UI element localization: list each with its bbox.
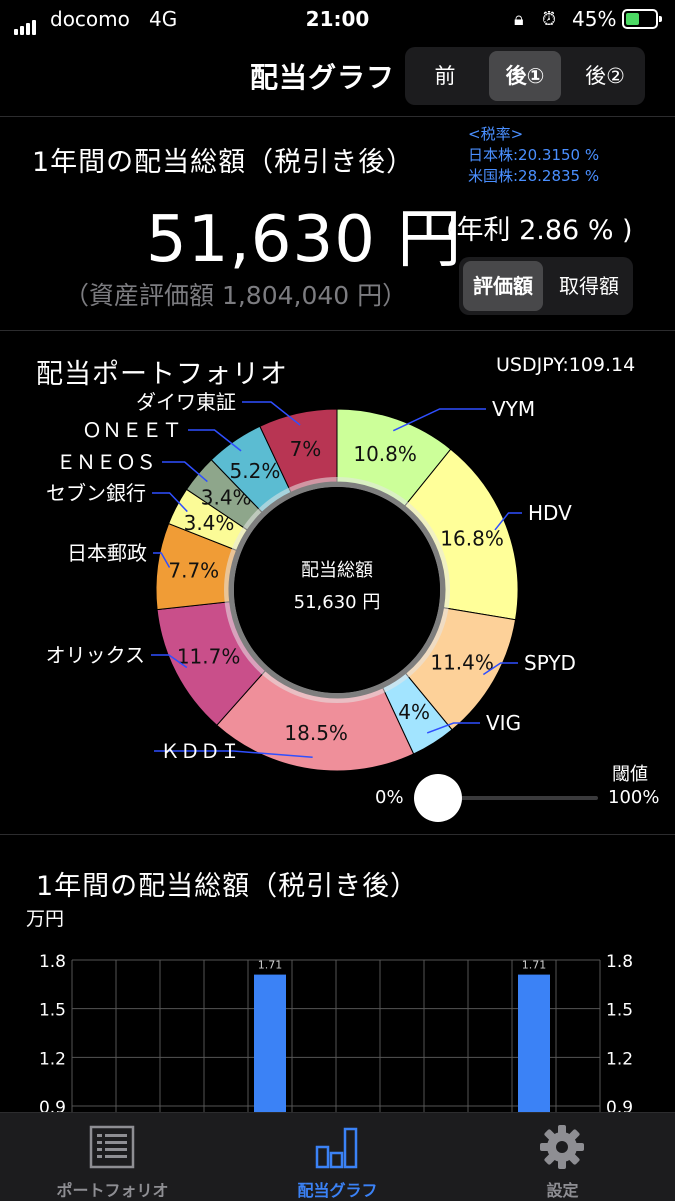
battery-percent: 45%	[572, 7, 617, 31]
slice-category-label: オリックス	[46, 643, 145, 667]
toggle-acquisition-cost[interactable]: 取得額	[559, 274, 619, 298]
slider-min-label: 0%	[375, 787, 404, 808]
status-time: 21:00	[305, 7, 370, 31]
donut-center-amount: 51,630 円	[294, 592, 381, 613]
portfolio-donut-chart: 10.8% VYM 16.8% HDV 11.4% SPYD 4% VIG 18.5% ＫＤＤＩ 1…	[46, 390, 576, 772]
slice-category-label: ＥＮＥＯＳ	[56, 450, 156, 474]
tab-settings[interactable]: 設定	[450, 1113, 675, 1201]
rotation-lock-icon: 🔒︎	[514, 9, 524, 30]
slice-percent-label: 7.7%	[168, 559, 219, 583]
slice-category-label: ダイワ東証	[136, 390, 236, 414]
y-tick-label-right: 1.5	[606, 1001, 633, 1021]
donut-hole	[234, 487, 440, 693]
bar-chart-title: 1年間の配当総額（税引き後）	[36, 871, 419, 902]
leader-line	[494, 512, 522, 531]
divider	[0, 834, 675, 835]
fx-rate: USDJPY:109.14	[496, 354, 636, 376]
leader-line	[482, 662, 518, 676]
threshold-slider-track[interactable]	[440, 796, 598, 800]
slice-category-label: SPYD	[524, 651, 576, 675]
dividend-bar-chart: 1.8 1.8 1.5 1.5 1.2 1.2 0.9 0.9 1.71 1.71	[39, 952, 633, 1112]
dividend-bar	[518, 974, 550, 1112]
tab-settings-label: 設定	[546, 1181, 579, 1200]
divider	[0, 330, 675, 331]
bar-value-label: 1.71	[522, 959, 547, 972]
gear-icon	[540, 1125, 584, 1169]
page-title: 配当グラフ	[250, 61, 396, 94]
alarm-icon: ⏰︎	[542, 9, 557, 30]
bar-chart-icon	[315, 1127, 358, 1169]
dividend-bar	[254, 974, 286, 1112]
slice-percent-label: 5.2%	[230, 459, 281, 483]
slice-category-label: セブン銀行	[46, 481, 146, 505]
bar-value-label: 1.71	[258, 959, 283, 972]
leader-line	[162, 461, 208, 483]
toggle-market-value[interactable]: 評価額	[463, 261, 543, 311]
segment-before[interactable]: 前	[434, 64, 456, 88]
battery-icon	[622, 9, 662, 29]
slice-percent-label: 4%	[398, 700, 430, 724]
signal-icon	[14, 11, 38, 35]
y-tick-label-right: 1.2	[606, 1049, 633, 1069]
divider	[0, 116, 675, 117]
slice-percent-label: 16.8%	[440, 527, 504, 551]
annual-yield: (年利 2.86 % )	[446, 215, 633, 246]
slice-percent-label: 11.4%	[430, 650, 494, 674]
leader-line	[426, 722, 480, 734]
tab-portfolio-label: ポートフォリオ	[56, 1181, 169, 1200]
slice-category-label: HDV	[528, 501, 572, 525]
tax-rate-us: 米国株:28.2835 %	[468, 167, 600, 185]
slice-percent-label: 11.7%	[177, 644, 241, 668]
leader-line	[152, 492, 188, 513]
y-tick-label-right: 1.8	[606, 952, 633, 972]
tax-segment-control: 前 後① 後②	[405, 47, 645, 105]
total-dividend-amount: 51,630 円	[146, 203, 463, 277]
donut-inner-ring	[224, 477, 450, 703]
carrier-label: docomo 4G	[50, 7, 178, 31]
y-tick-label-left: 1.8	[39, 952, 66, 972]
tab-dividend-graph-label: 配当グラフ	[297, 1181, 378, 1200]
slice-category-label: 日本郵政	[67, 541, 147, 565]
tax-rate-jp: 日本株:20.3150 %	[468, 146, 600, 164]
leader-line	[154, 750, 313, 758]
y-tick-label-left: 0.9	[39, 1098, 66, 1112]
status-bar: docomo 4G 21:00 🔒︎ ⏰︎ 45%	[0, 0, 675, 40]
slice-percent-label: 18.5%	[284, 721, 348, 745]
leader-line	[188, 429, 242, 452]
threshold-slider-knob[interactable]	[414, 774, 462, 822]
valuation-toggle: 評価額 取得額	[459, 257, 633, 315]
summary-title: 1年間の配当総額（税引き後）	[32, 147, 415, 178]
portfolio-title: 配当ポートフォリオ	[36, 359, 288, 390]
leader-line	[151, 654, 188, 669]
slice-category-label: ＫＤＤＩ	[160, 739, 240, 763]
slice-percent-label: 10.8%	[353, 442, 417, 466]
leader-line	[392, 408, 486, 432]
y-tick-label-left: 1.2	[39, 1049, 66, 1069]
tax-rate-info: <税率> 日本株:20.3150 % 米国株:28.2835 %	[468, 124, 599, 187]
segment-after-2[interactable]: 後②	[585, 64, 625, 88]
leader-line	[153, 552, 171, 568]
tab-bar: ポートフォリオ 配当グラフ 設定	[0, 1112, 675, 1201]
slice-percent-label: 7%	[290, 437, 322, 461]
tab-portfolio[interactable]: ポートフォリオ	[0, 1113, 225, 1201]
y-tick-label-left: 1.5	[39, 1001, 66, 1021]
threshold-label: 閾値	[612, 764, 648, 785]
leader-line	[242, 401, 301, 426]
y-axis-unit: 万円	[26, 908, 65, 930]
list-icon	[89, 1125, 135, 1169]
tax-rate-title: <税率>	[468, 125, 524, 143]
asset-value: （資産評価額 1,804,040 円）	[64, 281, 408, 310]
y-tick-label-right: 0.9	[606, 1098, 633, 1112]
donut-center-label: 配当総額	[301, 560, 373, 581]
slice-category-label: ＯＮＥＥＴ	[82, 418, 182, 442]
slice-category-label: VYM	[492, 397, 535, 421]
slider-max-label: 100%	[608, 787, 660, 808]
slice-category-label: VIG	[486, 711, 521, 735]
segment-after-1[interactable]: 後①	[489, 51, 561, 101]
network-label: 4G	[148, 7, 178, 31]
tab-dividend-graph[interactable]: 配当グラフ	[225, 1113, 450, 1201]
